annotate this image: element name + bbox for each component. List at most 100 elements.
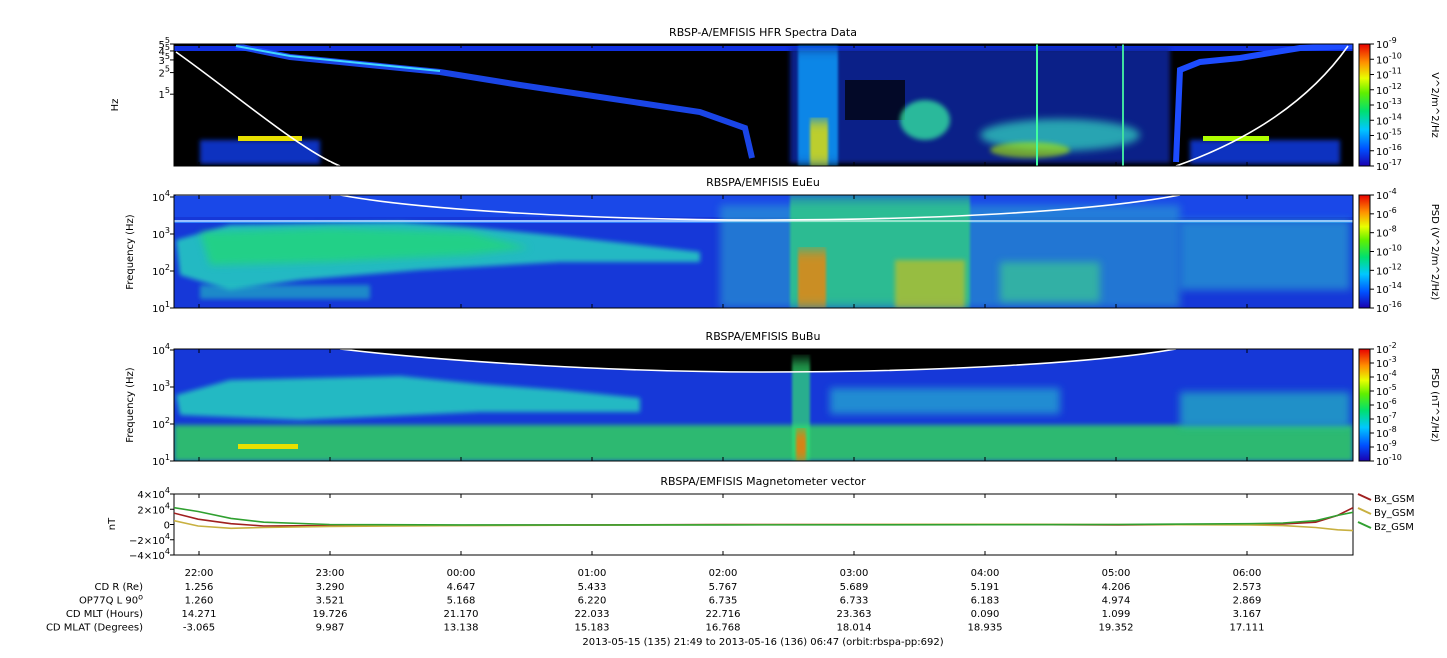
ytick-label: 101 bbox=[152, 300, 170, 315]
ytick-label: 103 bbox=[152, 226, 170, 241]
eueu-frame bbox=[173, 194, 1354, 309]
colorbar-tick-label: 10-2 bbox=[1376, 341, 1397, 356]
colorbar-tick-label: 10-4 bbox=[1376, 369, 1397, 384]
colorbar-tick-label: 10-10 bbox=[1376, 51, 1402, 66]
legend-label: Bx_GSM bbox=[1374, 494, 1415, 505]
ephemeris-value: 5.689 bbox=[840, 582, 869, 593]
colorbar-tick-label: 10-14 bbox=[1376, 112, 1402, 127]
eueu-burst-orange bbox=[798, 250, 826, 308]
eueu-hiss-core bbox=[200, 228, 530, 265]
bubu-ylabel: Frequency (Hz) bbox=[125, 367, 136, 443]
ephemeris-value: 2.573 bbox=[1233, 582, 1262, 593]
ytick-label: 15 bbox=[159, 86, 170, 101]
mag-panel: RBSPA/EMFISIS Magnetometer vector nT 4×1… bbox=[107, 475, 1415, 562]
ytick-label: 102 bbox=[152, 416, 170, 431]
ephemeris-value: 16.768 bbox=[706, 623, 741, 634]
bubu-right-hiss bbox=[1180, 392, 1350, 427]
ephemeris-value: 22.033 bbox=[575, 609, 610, 620]
colorbar-tick-label: 10-11 bbox=[1376, 67, 1402, 82]
ephemeris-value: 9.987 bbox=[316, 623, 345, 634]
ytick-label: 104 bbox=[152, 342, 170, 357]
colorbar-tick-label: 10-16 bbox=[1376, 143, 1402, 158]
ephemeris-value: 1.099 bbox=[1102, 609, 1131, 620]
hfr-colorbar-label: V^2/m^2/Hz bbox=[1429, 72, 1440, 138]
bubu-yellow-line bbox=[238, 444, 298, 449]
mag-title: RBSPA/EMFISIS Magnetometer vector bbox=[660, 475, 866, 488]
ephemeris-value: 6.735 bbox=[709, 596, 738, 607]
colorbar-tick-label: 10-8 bbox=[1376, 425, 1397, 440]
hfr-uhr-band-core bbox=[235, 45, 441, 72]
ephemeris-value: 5.433 bbox=[578, 582, 607, 593]
ephemeris-value: 15.183 bbox=[575, 623, 610, 634]
hfr-right-band bbox=[1173, 44, 1353, 163]
ephemeris-value: -3.065 bbox=[183, 623, 215, 634]
bubu-colorbar-ticks: 10-210-310-410-510-610-710-810-910-10 bbox=[1370, 341, 1402, 468]
colorbar-tick-label: 10-8 bbox=[1376, 225, 1397, 240]
ytick-label: 2×104 bbox=[137, 501, 170, 516]
hfr-frame bbox=[173, 43, 1354, 167]
mag-series-bz-gsm bbox=[174, 506, 1353, 526]
time-tick-label: 06:00 bbox=[1233, 568, 1262, 579]
eueu-colorbar-label: PSD (V^2/m^2/Hz) bbox=[1429, 204, 1440, 301]
legend-swatch bbox=[1357, 507, 1372, 515]
hfr-gap bbox=[845, 80, 905, 120]
eueu-colorbar-bar bbox=[1358, 194, 1371, 309]
bubu-white-trace bbox=[339, 349, 1177, 373]
eueu-colorbar: 10-4 10-6 10-8 10-10 10-12 10-14 10-16 PSD (V^… bbox=[1358, 187, 1440, 315]
ytick-label: 103 bbox=[152, 379, 170, 394]
hfr-spike-1 bbox=[1036, 44, 1038, 166]
eueu-line-white bbox=[174, 220, 1353, 222]
colorbar-tick-label: 10-10 bbox=[1376, 244, 1402, 259]
legend-swatch bbox=[1357, 493, 1372, 501]
ephemeris-table: CD R (Re) 1.256 3.290 4.647 5.433 5.767 5.689 5… bbox=[46, 582, 1265, 634]
ephemeris-value: 21.170 bbox=[444, 609, 479, 620]
hfr-colorbar-ticks: 10-910-1010-1110-1210-1310-1410-1510-161… bbox=[1370, 36, 1402, 173]
ytick-label: 45 bbox=[159, 43, 170, 58]
bubu-center-activity bbox=[830, 388, 1060, 414]
eueu-yticks: 104 103 102 101 bbox=[152, 189, 174, 315]
time-tick-label: 03:00 bbox=[840, 568, 869, 579]
legend-swatch bbox=[1357, 521, 1372, 529]
ytick-label: 4×104 bbox=[137, 486, 170, 501]
hfr-white-trace bbox=[175, 45, 1349, 166]
colorbar-tick-label: 10-7 bbox=[1376, 411, 1397, 426]
time-tick-label: 22:00 bbox=[185, 568, 214, 579]
ytick-label: 25 bbox=[159, 65, 170, 80]
hfr-left-noise bbox=[200, 140, 320, 164]
bubu-burst-core bbox=[796, 430, 806, 461]
ephemeris-value: 17.111 bbox=[1230, 623, 1265, 634]
bubu-colorbar: 10-210-310-410-510-610-710-810-910-10 PS… bbox=[1358, 341, 1440, 468]
eueu-panel: RBSPA/EMFISIS EuEu Frequency (Hz) 104 103… bbox=[125, 176, 1440, 315]
time-tick-label: 04:00 bbox=[971, 568, 1000, 579]
colorbar-tick-label: 10-10 bbox=[1376, 453, 1402, 468]
bubu-colorbar-label: PSD (nT^2/Hz) bbox=[1429, 368, 1440, 442]
ephemeris-value: 5.191 bbox=[971, 582, 1000, 593]
ephemeris-value: 23.363 bbox=[837, 609, 872, 620]
hfr-right-noise bbox=[1190, 140, 1340, 164]
colorbar-tick-label: 10-15 bbox=[1376, 128, 1402, 143]
hfr-ylabel: Hz bbox=[110, 99, 121, 112]
hfr-title: RBSP-A/EMFISIS HFR Spectra Data bbox=[669, 26, 857, 39]
time-tick-label: 05:00 bbox=[1102, 568, 1131, 579]
ephemeris-value: 18.014 bbox=[837, 623, 872, 634]
ephemeris-value: 19.352 bbox=[1099, 623, 1134, 634]
bubu-panel: RBSPA/EMFISIS BuBu Frequency (Hz) 104 103… bbox=[125, 330, 1440, 468]
hfr-burst-2 bbox=[810, 120, 828, 166]
eueu-ylabel: Frequency (Hz) bbox=[125, 214, 136, 290]
ephemeris-value: 3.167 bbox=[1233, 609, 1262, 620]
bubu-low-band bbox=[174, 425, 1353, 461]
ephemeris-label: OP77Q L 90o bbox=[79, 593, 143, 607]
ytick-label: 0 bbox=[164, 521, 170, 532]
ephemeris-value: 19.726 bbox=[313, 609, 348, 620]
ytick-label: 35 bbox=[159, 52, 170, 67]
eueu-spectrogram bbox=[174, 195, 1353, 308]
bubu-yticks: 104 103 102 101 bbox=[152, 342, 174, 468]
ephemeris-value: 13.138 bbox=[444, 623, 479, 634]
ephemeris-value: 22.716 bbox=[706, 609, 741, 620]
ytick-label: −4×104 bbox=[129, 547, 170, 562]
ephemeris-label: CD MLT (Hours) bbox=[66, 609, 143, 620]
